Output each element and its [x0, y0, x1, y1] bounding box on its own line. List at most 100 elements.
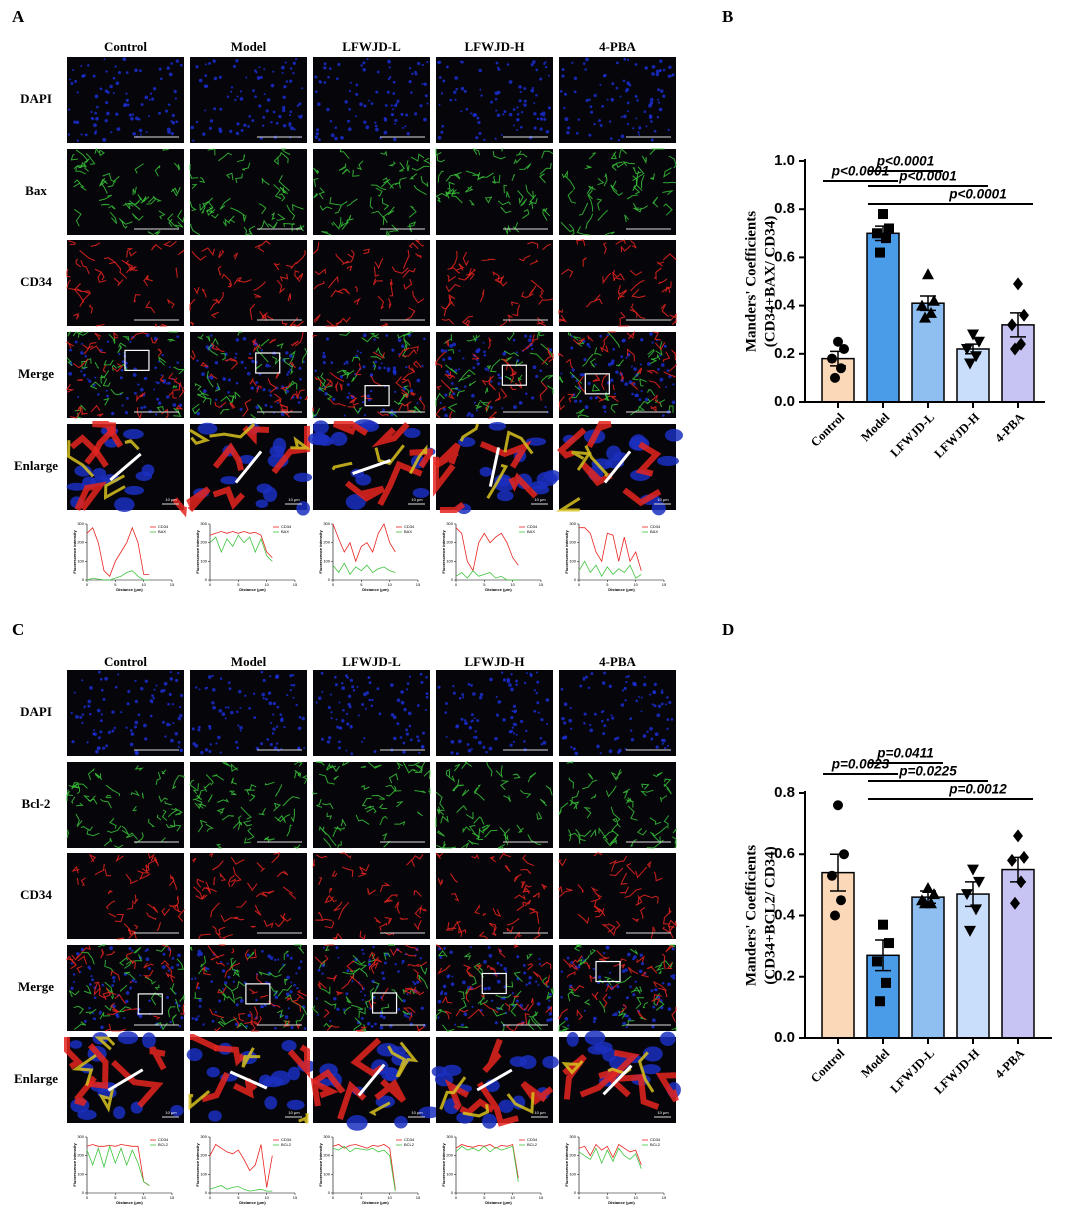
nucleus — [625, 996, 629, 1000]
data-point — [928, 888, 940, 900]
stain — [437, 1009, 447, 1014]
nucleus — [613, 737, 618, 741]
nucleus — [462, 696, 465, 699]
nucleus — [334, 126, 338, 129]
stain — [478, 931, 488, 940]
nucleus — [624, 699, 627, 702]
nucleus — [224, 706, 227, 709]
nucleus — [106, 90, 110, 94]
nucleus — [316, 128, 320, 132]
stain — [619, 371, 625, 382]
stain — [620, 872, 628, 885]
stain — [455, 1009, 469, 1017]
stain — [66, 357, 73, 366]
nucleus — [672, 383, 675, 386]
stain — [137, 868, 151, 874]
stain — [525, 184, 535, 200]
nucleus — [410, 91, 413, 94]
nucleus — [81, 713, 85, 716]
nucleus — [210, 334, 213, 337]
nucleus — [153, 688, 156, 691]
nucleus — [523, 971, 527, 975]
nucleus — [114, 65, 117, 68]
x-tick-label: 0 — [86, 1195, 89, 1200]
y-tick-label: 300 — [323, 1134, 330, 1139]
nucleus — [134, 980, 138, 984]
nucleus — [548, 1012, 553, 1016]
stain — [317, 980, 327, 989]
nucleus — [299, 377, 302, 381]
nucleus — [159, 77, 163, 81]
stain — [220, 353, 226, 361]
nucleus — [317, 1013, 320, 1016]
nucleus — [295, 972, 298, 975]
stain — [242, 820, 253, 827]
nucleus — [455, 87, 458, 91]
nucleus — [470, 713, 474, 717]
nucleus — [330, 717, 333, 720]
stain — [128, 200, 141, 211]
stain — [486, 964, 494, 971]
stain — [522, 340, 535, 352]
nucleus — [68, 371, 73, 376]
micrograph — [313, 670, 430, 756]
nucleus — [296, 104, 300, 107]
data-point — [961, 889, 973, 901]
stain — [541, 150, 554, 159]
nucleus — [92, 468, 107, 479]
stain — [423, 769, 431, 780]
nucleus — [587, 686, 591, 690]
nucleus — [347, 119, 350, 123]
nucleus — [515, 351, 519, 354]
nucleus — [328, 736, 332, 740]
stain — [615, 239, 626, 245]
nucleus — [259, 75, 263, 79]
stain — [147, 231, 155, 236]
nucleus — [209, 743, 213, 746]
nucleus — [487, 369, 490, 372]
stain — [546, 385, 554, 395]
nucleus — [272, 701, 277, 706]
stain — [324, 945, 330, 952]
nucleus — [401, 959, 405, 963]
nucleus — [149, 714, 153, 718]
nucleus — [405, 365, 408, 369]
stain — [71, 796, 76, 805]
nucleus — [588, 346, 591, 349]
nucleus — [420, 745, 425, 749]
stain — [85, 153, 96, 165]
nucleus — [621, 969, 626, 973]
nucleus — [657, 704, 662, 709]
x-tick-label: 15 — [293, 582, 298, 587]
nucleus — [286, 954, 290, 957]
nucleus — [168, 366, 171, 369]
stain — [413, 405, 422, 414]
stain — [247, 357, 254, 360]
nucleus — [443, 947, 446, 951]
nucleus — [276, 401, 279, 404]
stain — [352, 955, 366, 965]
nucleus — [515, 999, 519, 1003]
stain — [294, 769, 301, 779]
legend-label: CD34 — [281, 1137, 292, 1142]
stain — [201, 966, 211, 976]
stain — [267, 221, 278, 229]
stain — [635, 866, 648, 879]
micrograph-bg — [436, 332, 553, 418]
stain — [458, 274, 472, 281]
profile-curve — [209, 1185, 273, 1192]
data-point — [967, 864, 979, 876]
stain — [335, 381, 339, 392]
scale-label: 10 μm — [288, 1110, 300, 1115]
stain — [313, 193, 319, 199]
stain — [458, 991, 465, 1000]
y-tick-label: 200 — [569, 1153, 576, 1158]
stain — [312, 407, 315, 412]
stain — [105, 900, 116, 910]
nucleus — [115, 112, 119, 116]
nucleus — [512, 108, 516, 111]
stain — [379, 882, 391, 893]
micrograph — [558, 852, 677, 939]
nucleus — [589, 728, 594, 733]
micrograph-bg — [559, 240, 676, 326]
